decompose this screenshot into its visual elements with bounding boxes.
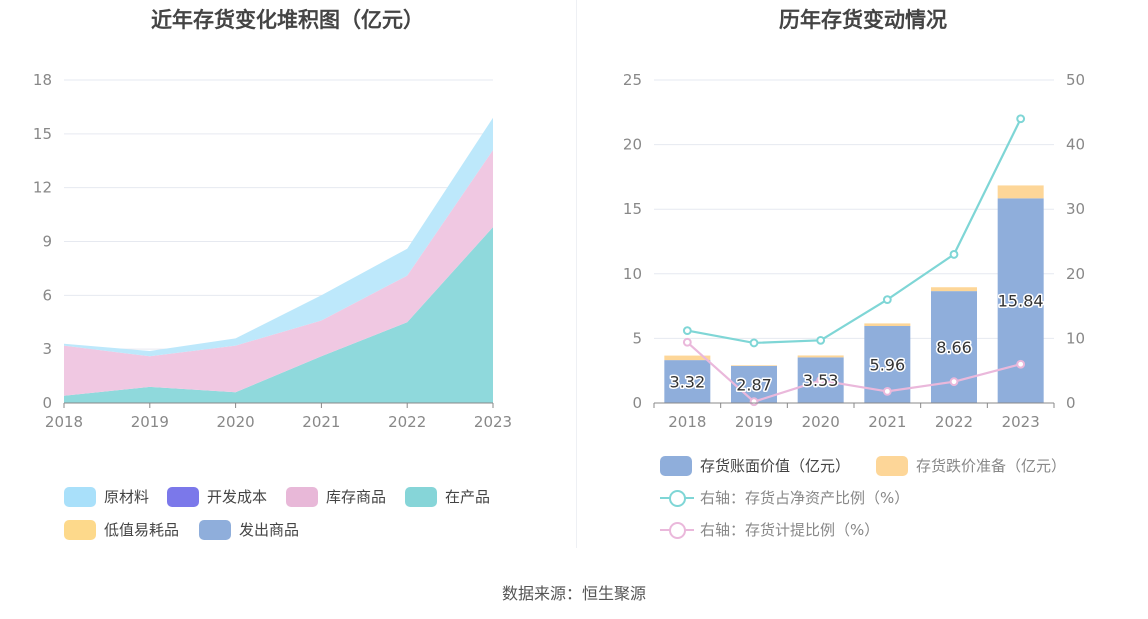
bar-line-plot: 0 5 10 15 20 25 0 10 20 30 40 50 3.32 2.87 3.53 5.96 8.6… [623, 71, 1085, 431]
x-tick-label: 2020 [802, 413, 840, 431]
legend-label: 右轴：存货计提比例（%） [700, 521, 880, 539]
line-point-0 [749, 338, 759, 348]
bar-line-chart: 历年存货变动情况 0 5 10 15 20 25 0 10 20 30 40 50 3.32 2.87 3.… [578, 0, 1148, 560]
y-tick-label: 12 [33, 179, 52, 197]
legend-swatch [64, 487, 96, 507]
legend-label: 存货账面价值（亿元） [700, 457, 851, 475]
line-point-0 [1016, 114, 1026, 124]
line-point-1 [682, 337, 692, 347]
y-tick-label: 15 [623, 200, 642, 218]
legend-label: 开发成本 [207, 488, 268, 506]
legend-marker [669, 522, 686, 539]
legend-swatch [405, 487, 437, 507]
bar-value-label: 3.32 [670, 373, 706, 392]
bar-impairment [664, 355, 711, 361]
bar-value-label: 2.87 [736, 375, 772, 394]
line-series-0 [687, 118, 1022, 345]
bar-impairment [797, 355, 844, 358]
y2-tick-label: 30 [1066, 200, 1085, 218]
stacked-area-chart: 近年存货变化堆积图（亿元） 0 3 6 9 12 15 18 2018 2019 2020 2021… [0, 0, 575, 560]
y-tick-label: 6 [42, 286, 52, 304]
legend-label: 右轴：存货占净资产比例（%） [700, 489, 910, 507]
x-tick-label: 2021 [868, 413, 906, 431]
y2-tick-label: 10 [1066, 329, 1085, 347]
y-tick-label: 20 [623, 136, 642, 154]
x-tick-label: 2022 [388, 413, 426, 431]
bar-book-value [664, 360, 711, 403]
legend-label: 低值易耗品 [104, 521, 180, 539]
y2-tick-label: 50 [1066, 71, 1085, 89]
line-point-1 [816, 375, 826, 385]
bar-impairment [864, 323, 911, 326]
legend-swatch [876, 456, 908, 476]
bar-value-label: 3.53 [803, 371, 839, 390]
legend-label: 库存商品 [326, 488, 387, 506]
y-tick-label: 18 [33, 71, 52, 89]
x-tick-label: 2018 [45, 413, 83, 431]
legend-swatch [660, 456, 692, 476]
data-source: 数据来源：恒生聚源 [501, 584, 646, 603]
line-series-1 [686, 341, 1021, 403]
legend-swatch [199, 520, 231, 540]
y2-tick-label: 40 [1066, 136, 1085, 154]
x-tick-label: 2022 [935, 413, 973, 431]
bar-impairment [931, 287, 977, 292]
x-tick-label: 2023 [1002, 413, 1040, 431]
x-tick-label: 2018 [668, 413, 706, 431]
legend-label: 在产品 [445, 488, 491, 506]
legend-swatch [64, 520, 96, 540]
y-tick-label: 25 [623, 71, 642, 89]
legend-marker [669, 490, 686, 507]
line-point-0 [816, 335, 826, 345]
y-tick-label: 9 [42, 233, 52, 251]
x-tick-label: 2020 [217, 413, 255, 431]
legend-swatch [286, 487, 318, 507]
bar-value-label: 5.96 [870, 355, 906, 374]
y2-tick-label: 0 [1066, 394, 1076, 412]
area-series-0 [64, 227, 493, 403]
x-tick-label: 2019 [735, 413, 773, 431]
bar-value-label: 15.84 [998, 292, 1044, 311]
x-tick-label: 2019 [131, 413, 169, 431]
bar-value-label: 8.66 [936, 338, 972, 357]
x-tick-label: 2021 [302, 413, 340, 431]
stacked-area-plot: 0 3 6 9 12 15 18 2018 2019 2020 2021 2022 2023 [33, 71, 512, 431]
y-tick-label: 0 [42, 394, 52, 412]
y-tick-label: 15 [33, 125, 52, 143]
panel-divider [576, 0, 577, 548]
y-tick-label: 5 [632, 329, 642, 347]
right-chart-title: 历年存货变动情况 [779, 8, 947, 32]
x-tick-label: 2023 [474, 413, 512, 431]
area-series-1 [64, 150, 493, 396]
line-point-1 [749, 397, 759, 407]
line-point-1 [882, 386, 892, 396]
line-point-1 [1016, 359, 1026, 369]
legend-label: 存货跌价准备（亿元） [916, 457, 1067, 475]
y2-tick-label: 20 [1066, 265, 1085, 283]
y-tick-label: 10 [623, 265, 642, 283]
bar-impairment [997, 185, 1044, 199]
bar-impairment [731, 365, 777, 366]
legend-swatch [167, 487, 199, 507]
y-tick-label: 3 [42, 340, 52, 358]
legend-label: 发出商品 [239, 521, 300, 539]
left-chart-title: 近年存货变化堆积图（亿元） [151, 8, 424, 32]
line-point-0 [949, 250, 959, 259]
line-point-0 [682, 326, 692, 336]
line-point-1 [949, 377, 959, 387]
y-tick-label: 0 [632, 394, 642, 412]
line-point-0 [882, 295, 892, 305]
legend-label: 原材料 [104, 488, 150, 506]
